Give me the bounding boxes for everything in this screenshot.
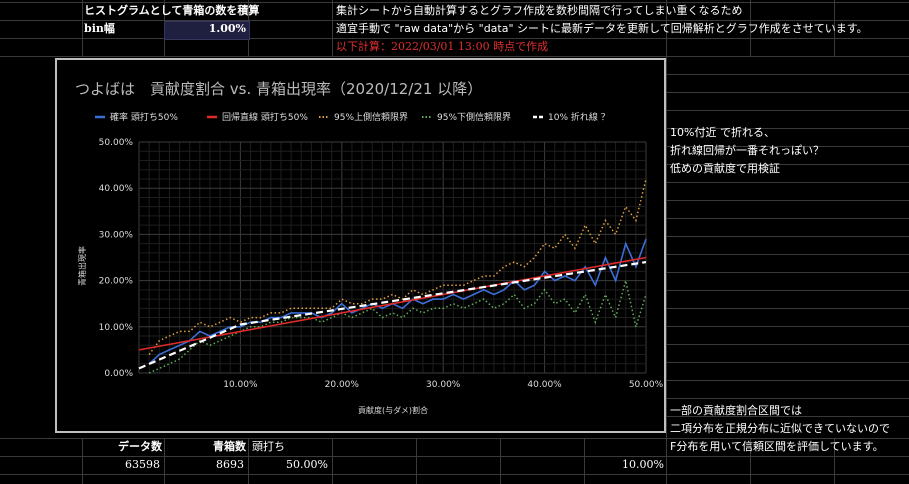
cell-c1-note[interactable]: 集計シートから自動計算するとグラフ作成を数秒間隔で行ってしまい重くなるため xyxy=(336,4,743,17)
legend-label: 95%上側信頼限界 xyxy=(334,111,408,123)
cell-c2-note[interactable]: 適宜手動で "raw data"から "data" シートに最新データを更新して… xyxy=(336,22,868,35)
cell-a1[interactable]: ヒストグラムとして青箱の数を積算 xyxy=(84,4,260,17)
y-tick-label: 0.00% xyxy=(104,369,133,379)
series-line-2 xyxy=(148,178,647,355)
y-tick-label: 40.00% xyxy=(99,184,134,194)
value-blue-count[interactable]: 8693 xyxy=(216,458,244,471)
chart-series xyxy=(138,178,647,374)
y-tick-label: 10.00% xyxy=(99,323,134,333)
note-verify[interactable]: 低めの貢献度で用検証 xyxy=(670,162,780,175)
value-break[interactable]: 10.00% xyxy=(622,458,664,471)
header-blue-count[interactable]: 青箱数 xyxy=(213,440,246,453)
chart-title: つよばは 貢献度割合 vs. 青箱出現率（2020/12/21 以降） xyxy=(75,80,482,98)
y-tick-label: 50.00% xyxy=(99,138,134,148)
value-cap[interactable]: 50.00% xyxy=(286,458,328,471)
x-axis-label: 貢献度(与ダメ)割合 xyxy=(358,405,428,415)
header-data-count[interactable]: データ数 xyxy=(118,440,162,453)
chart-gridlines xyxy=(138,141,647,374)
note-normal-approx[interactable]: 二項分布を正規分布に近似できていないので xyxy=(670,422,890,435)
y-axis-label: 青箱出現率 xyxy=(77,246,87,286)
note-f-distribution[interactable]: F分布を用いて信頼区間を評価しています。 xyxy=(670,440,884,453)
y-tick-label: 20.00% xyxy=(99,277,134,287)
line-chart: つよばは 貢献度割合 vs. 青箱出現率（2020/12/21 以降） 確率 頭… xyxy=(75,80,664,415)
cell-a2-bin-label[interactable]: bin幅 xyxy=(84,22,115,35)
legend-label: 10% 折れ線 ？ xyxy=(548,111,610,123)
y-tick-label: 30.00% xyxy=(99,230,134,240)
chart-legend: 確率 頭打ち50% 回帰直線 頭打ち50% 95%上側信頼限界 95%下側信頼限界 10… xyxy=(95,111,610,123)
legend-label: 確率 頭打ち50% xyxy=(110,111,178,123)
x-tick-label: 40.00% xyxy=(527,380,562,390)
note-regression[interactable]: 折れ線回帰が一番それっぽい？ xyxy=(670,144,824,157)
header-cap[interactable]: 頭打ち xyxy=(252,440,285,453)
note-interval[interactable]: 一部の貢献度割合区間では xyxy=(670,404,802,417)
x-tick-label: 10.00% xyxy=(223,380,258,390)
series-line-0 xyxy=(148,238,647,365)
series-line-3 xyxy=(148,280,647,374)
x-tick-label: 50.00% xyxy=(629,380,664,390)
cell-b2-bin-value[interactable]: 1.00% xyxy=(208,22,246,35)
x-tick-label: 30.00% xyxy=(426,380,461,390)
cell-c3-timestamp[interactable]: 以下計算：2022/03/01 13:00 時点で作成 xyxy=(336,40,549,53)
cell-selection[interactable] xyxy=(164,21,250,40)
series-line-4 xyxy=(138,261,647,370)
value-data-count[interactable]: 63598 xyxy=(125,458,160,471)
chart-container[interactable]: つよばは 貢献度割合 vs. 青箱出現率（2020/12/21 以降） 確率 頭… xyxy=(55,58,666,433)
legend-label: 95%下側信頼限界 xyxy=(437,111,511,123)
note-break-point[interactable]: 10%付近 で折れる、 xyxy=(670,126,775,139)
x-tick-label: 20.00% xyxy=(325,380,360,390)
legend-label: 回帰直線 頭打ち50% xyxy=(222,111,308,123)
chart-axes: 0.00% 10.00% 20.00% 30.00% 40.00% 50.00% 10.00… xyxy=(99,138,664,390)
series-line-1 xyxy=(138,256,647,351)
